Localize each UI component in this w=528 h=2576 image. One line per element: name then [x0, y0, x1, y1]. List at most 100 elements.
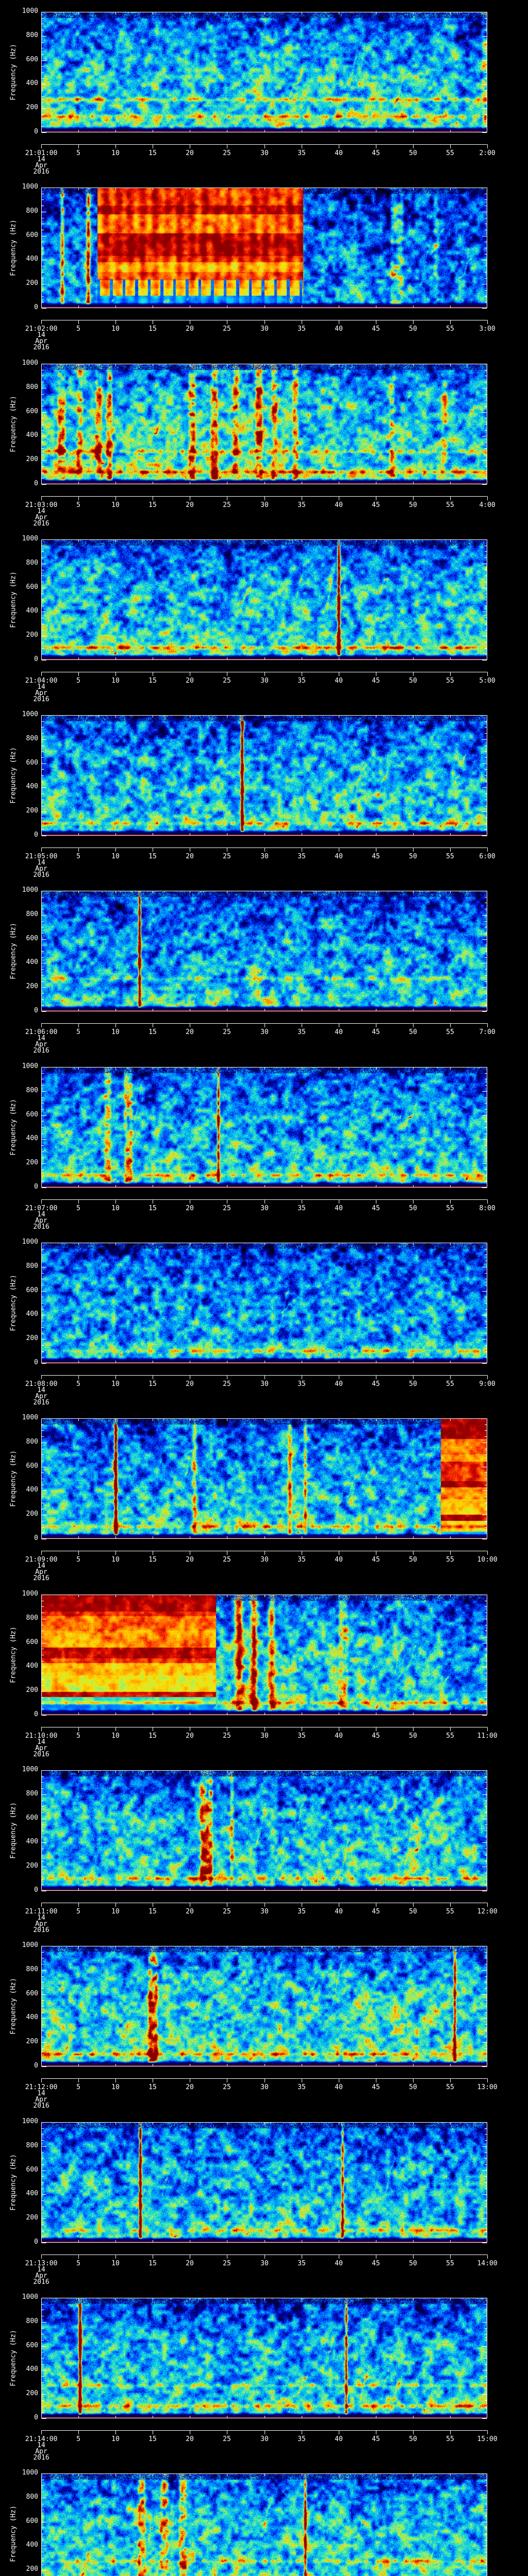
start-time-label: 21:09:00 — [25, 1556, 58, 1564]
x-tick-label: 40 — [335, 677, 343, 685]
start-date-line: 2016 — [33, 2454, 50, 2462]
x-tick-label: 55 — [446, 677, 454, 685]
start-date-line: 14 — [37, 507, 45, 515]
x-tick-label: 25 — [223, 2435, 231, 2443]
x-tick-label: 25 — [223, 677, 231, 685]
x-tick-label: 20 — [186, 1908, 194, 1916]
x-tick-label: 25 — [223, 501, 231, 509]
y-tick-label: 1000 — [22, 2293, 38, 2301]
y-tick-label: 400 — [26, 1310, 38, 1318]
start-date-line: Apr — [35, 162, 47, 170]
x-tick-label: 25 — [223, 1556, 231, 1564]
start-date-line: 2016 — [33, 2278, 50, 2286]
start-date-line: Apr — [35, 865, 47, 873]
x-tick-label: 25 — [223, 2083, 231, 2091]
y-tick-label: 800 — [26, 1965, 38, 1973]
y-tick-label: 200 — [26, 1862, 38, 1870]
end-time-label: 12:00 — [477, 1908, 498, 1916]
x-tick-label: 30 — [260, 677, 269, 685]
y-tick-label: 400 — [26, 2541, 38, 2549]
y-tick-label: 800 — [26, 2142, 38, 2149]
axes-and-ticks — [41, 1418, 488, 1555]
axes-and-ticks — [41, 715, 488, 852]
x-tick-label: 35 — [298, 1732, 306, 1740]
y-tick-label: 200 — [26, 807, 38, 815]
x-tick-label: 10 — [111, 2260, 120, 2267]
x-tick-label: 45 — [372, 2083, 380, 2091]
start-time-label: 21:06:00 — [25, 1028, 58, 1036]
x-tick-label: 35 — [298, 853, 306, 860]
y-tick-label: 800 — [26, 1790, 38, 1798]
x-tick-label: 30 — [260, 501, 269, 509]
x-tick-label: 35 — [298, 2083, 306, 2091]
spectrogram-canvas — [41, 1946, 487, 2066]
x-tick-label: 30 — [260, 325, 269, 333]
start-date-line: 2016 — [33, 871, 50, 879]
y-tick-label: 800 — [26, 2493, 38, 2501]
y-tick-label: 0 — [34, 2238, 38, 2246]
end-time-label: 8:00 — [479, 1205, 496, 1212]
x-tick-label: 40 — [335, 325, 343, 333]
spectrogram-canvas — [41, 1243, 487, 1363]
x-tick-label: 50 — [409, 2435, 417, 2443]
x-tick-label: 50 — [409, 325, 417, 333]
y-tick-label: 1000 — [22, 1766, 38, 1773]
y-tick-label: 0 — [34, 2062, 38, 2070]
y-tick-label: 400 — [26, 431, 38, 439]
x-tick-label: 10 — [111, 1205, 120, 1212]
x-tick-label: 10 — [111, 1380, 120, 1388]
x-tick-label: 45 — [372, 677, 380, 685]
y-tick-label: 1000 — [22, 359, 38, 367]
y-tick-label: 600 — [26, 2166, 38, 2174]
x-tick-label: 10 — [111, 2435, 120, 2443]
x-tick-label: 25 — [223, 853, 231, 860]
x-tick-label: 5 — [76, 2260, 80, 2267]
x-tick-label: 45 — [372, 1205, 380, 1212]
y-tick-label: 800 — [26, 910, 38, 918]
x-tick-label: 5 — [76, 677, 80, 685]
x-tick-label: 25 — [223, 149, 231, 157]
start-date-line: 14 — [37, 2442, 45, 2449]
x-tick-label: 10 — [111, 1732, 120, 1740]
y-tick-label: 200 — [26, 1334, 38, 1342]
x-tick-label: 45 — [372, 1732, 380, 1740]
x-tick-label: 40 — [335, 501, 343, 509]
start-date-line: 14 — [37, 1562, 45, 1570]
x-tick-label: 10 — [111, 1028, 120, 1036]
y-tick-label: 600 — [26, 1638, 38, 1646]
y-tick-label: 800 — [26, 1087, 38, 1094]
x-tick-label: 5 — [76, 149, 80, 157]
x-tick-label: 5 — [76, 501, 80, 509]
y-tick-label: 600 — [26, 1990, 38, 1997]
x-tick-label: 30 — [260, 2083, 269, 2091]
start-date-line: 2016 — [33, 344, 50, 351]
y-tick-label: 200 — [26, 104, 38, 111]
x-tick-label: 20 — [186, 2083, 194, 2091]
axes-and-ticks — [41, 1067, 488, 1204]
y-tick-label: 800 — [26, 735, 38, 742]
x-tick-label: 30 — [260, 149, 269, 157]
end-time-label: 5:00 — [479, 677, 496, 685]
start-date-line: Apr — [35, 1744, 47, 1752]
x-tick-label: 10 — [111, 1556, 120, 1564]
x-tick-label: 25 — [223, 325, 231, 333]
x-tick-label: 35 — [298, 1028, 306, 1036]
y-tick-label: 400 — [26, 2013, 38, 2021]
y-tick-label: 0 — [34, 655, 38, 663]
x-tick-label: 10 — [111, 501, 120, 509]
start-time-label: 21:05:00 — [25, 853, 58, 860]
x-tick-label: 30 — [260, 853, 269, 860]
x-tick-label: 20 — [186, 2260, 194, 2267]
spectrogram-canvas — [41, 2473, 487, 2576]
y-tick-label: 600 — [26, 1462, 38, 1470]
y-tick-label: 0 — [34, 480, 38, 487]
x-tick-label: 50 — [409, 1205, 417, 1212]
start-date-line: Apr — [35, 1217, 47, 1225]
y-tick-label: 1000 — [22, 1062, 38, 1070]
